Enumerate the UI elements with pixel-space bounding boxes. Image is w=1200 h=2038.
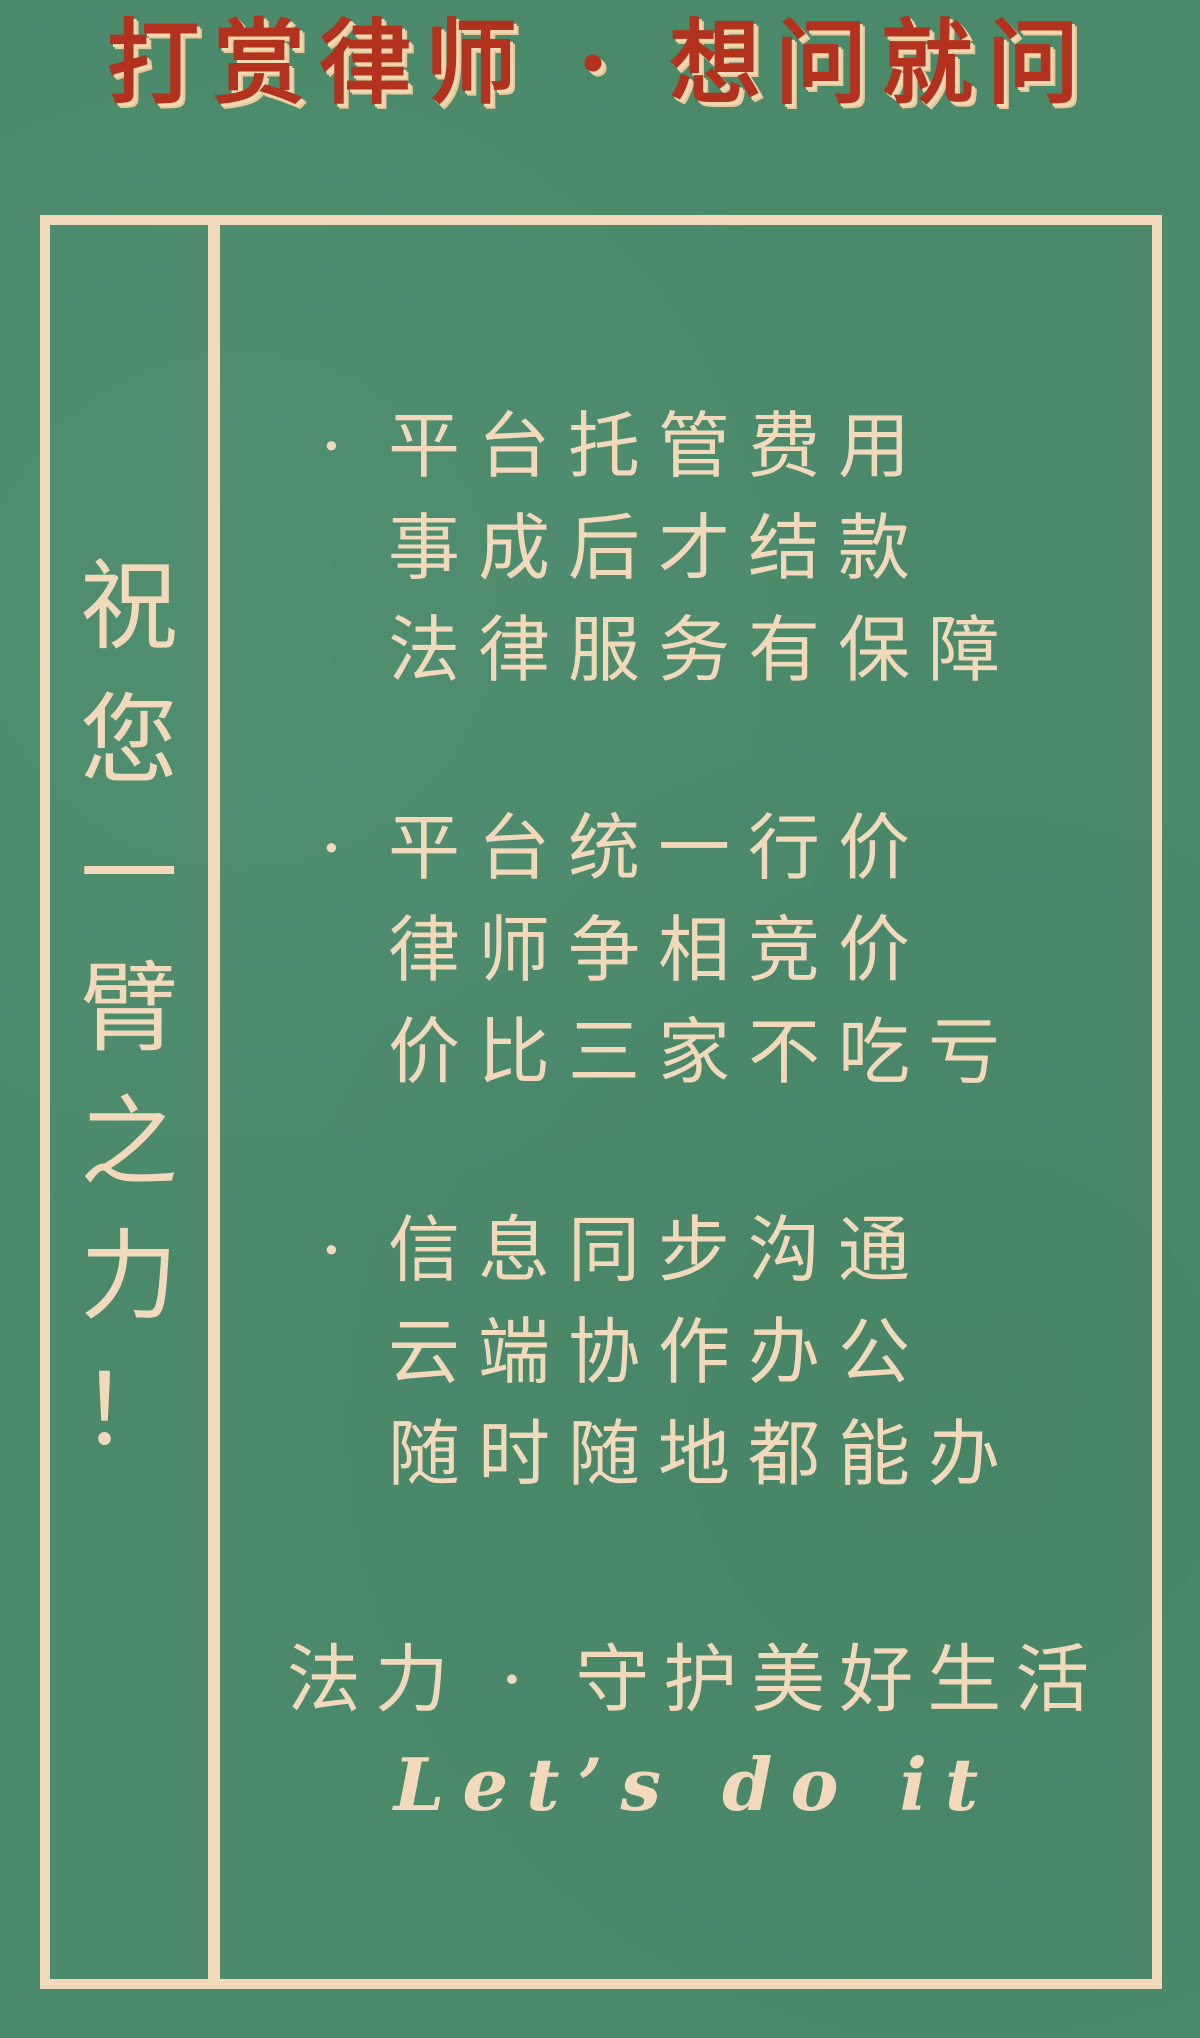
- side-banner-char: 臂: [79, 952, 178, 1066]
- feature-line-text: 随时随地都能办: [388, 1412, 1019, 1496]
- feature-line: · 平台托管费用: [310, 395, 1130, 497]
- feature-group-pricing: · 平台统一行价 律师争相竞价 价比三家不吃亏: [310, 797, 1130, 1103]
- feature-line: 云端协作办公: [310, 1301, 1130, 1403]
- feature-line-text: 法律服务有保障: [388, 608, 1019, 692]
- feature-line-text: 平台统一行价: [388, 806, 929, 890]
- page-title: 打赏律师 · 想问就问: [106, 9, 1094, 117]
- tagline: Let’s do it: [393, 1742, 997, 1827]
- frame-divider: [208, 215, 220, 1989]
- feature-line-text: 信息同步沟通: [388, 1208, 929, 1292]
- feature-group-escrow: · 平台托管费用 事成后才结款 法律服务有保障: [310, 395, 1130, 701]
- feature-line-text: 价比三家不吃亏: [388, 1010, 1019, 1094]
- feature-line: · 平台统一行价: [310, 797, 1130, 899]
- feature-line-text: 律师争相竞价: [388, 908, 929, 992]
- side-banner-char: ！: [79, 1354, 178, 1468]
- side-banner-char: 力: [79, 1220, 178, 1334]
- bullet-dot: ·: [320, 806, 361, 890]
- slogan: 法力 · 守护美好生活: [286, 1637, 1104, 1723]
- side-banner-char: 之: [79, 1086, 178, 1200]
- side-banner-char: 您: [79, 684, 178, 798]
- side-banner-char: 祝: [79, 550, 178, 664]
- feature-line: 价比三家不吃亏: [310, 1001, 1130, 1103]
- feature-line: 律师争相竞价: [310, 899, 1130, 1001]
- feature-line: 事成后才结款: [310, 497, 1130, 599]
- side-banner-char: 一: [79, 818, 178, 932]
- side-banner: 祝 您 一 臂 之 力 ！: [50, 540, 208, 1478]
- bullet-dot: ·: [320, 404, 361, 488]
- feature-list: · 平台托管费用 事成后才结款 法律服务有保障 · 平台统一行价 律师争相竞价 …: [310, 395, 1130, 1601]
- feature-line-text: 事成后才结款: [388, 506, 929, 590]
- feature-line: 法律服务有保障: [310, 599, 1130, 701]
- feature-line-text: 平台托管费用: [388, 404, 929, 488]
- feature-line: · 信息同步沟通: [310, 1199, 1130, 1301]
- content-frame: [40, 215, 1162, 1989]
- feature-line-text: 云端协作办公: [388, 1310, 929, 1394]
- bullet-dot: ·: [320, 1208, 361, 1292]
- feature-line: 随时随地都能办: [310, 1403, 1130, 1505]
- feature-group-collaboration: · 信息同步沟通 云端协作办公 随时随地都能办: [310, 1199, 1130, 1505]
